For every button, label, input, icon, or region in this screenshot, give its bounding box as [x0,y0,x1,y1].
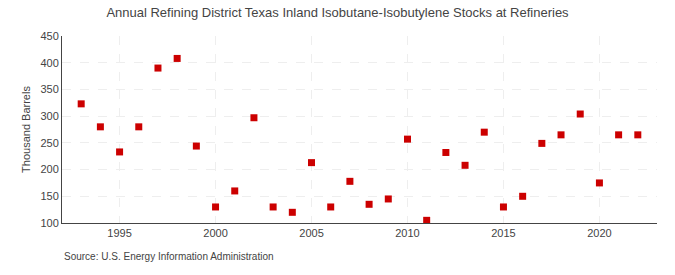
svg-text:300: 300 [40,110,58,122]
svg-text:250: 250 [40,137,58,149]
svg-text:1995: 1995 [107,227,131,239]
svg-text:Thousand Barrels: Thousand Barrels [20,86,32,173]
svg-text:2005: 2005 [299,227,323,239]
svg-text:350: 350 [40,83,58,95]
svg-text:2020: 2020 [587,227,611,239]
svg-text:100: 100 [40,217,58,229]
svg-text:150: 150 [40,190,58,202]
svg-text:450: 450 [40,30,58,42]
svg-text:2015: 2015 [491,227,515,239]
svg-text:400: 400 [40,57,58,69]
svg-text:200: 200 [40,163,58,175]
svg-text:2000: 2000 [203,227,227,239]
svg-text:Annual Refining District Texas: Annual Refining District Texas Inland Is… [106,5,569,20]
svg-text:2010: 2010 [395,227,419,239]
svg-text:Source: U.S. Energy Informatio: Source: U.S. Energy Information Administ… [64,251,274,262]
